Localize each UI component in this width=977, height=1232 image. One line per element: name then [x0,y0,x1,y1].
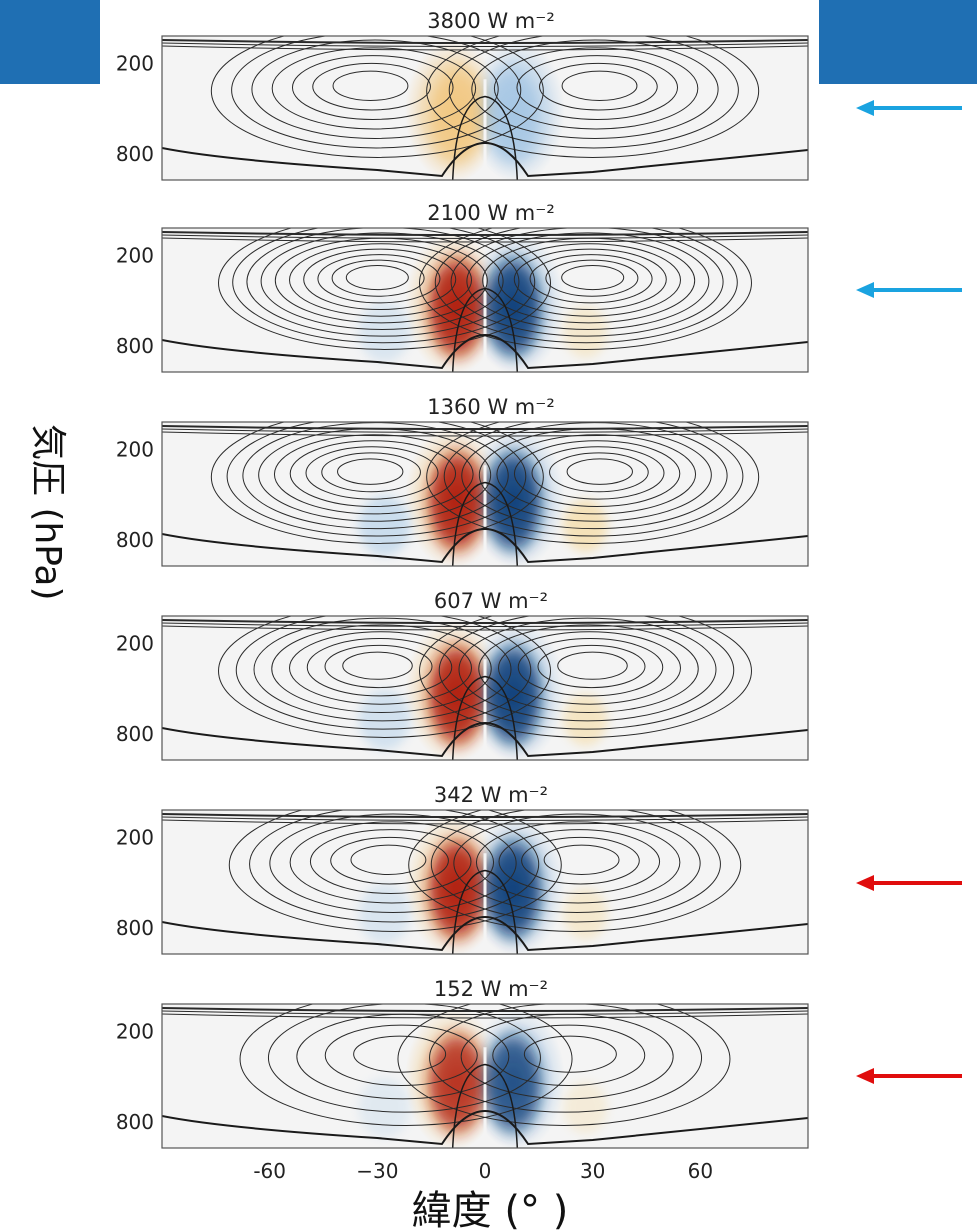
arrow-red [856,1068,962,1084]
panel-1: 2100 W m⁻² 200 800 [116,201,808,375]
y-axis-label: 気圧 (hPa) [27,424,68,601]
panel-4: 342 W m⁻² 200 800 [116,783,808,957]
panel-title: 607 W m⁻² [434,589,548,613]
x-tick-label: −30 [356,1159,398,1183]
panel-title: 152 W m⁻² [434,977,548,1001]
panel-title: 342 W m⁻² [434,783,548,807]
y-tick-label: 800 [116,142,154,166]
cool-cell-mark [479,58,547,173]
arrow-red [856,875,962,891]
x-axis-label: 緯度 (° ) [412,1188,569,1232]
panel-0: 3800 W m⁻² 200 800 [116,9,808,183]
panel-group: 3800 W m⁻²2008002100 W m⁻²2008001360 W m… [116,9,808,1183]
panel-title: 1360 W m⁻² [427,395,555,419]
y-tick-label: 800 [116,1110,154,1134]
y-tick-label: 200 [116,243,154,267]
outer-cool-cell-mark [359,302,411,362]
outer-cool-cell-mark [359,690,411,750]
panel-title: 3800 W m⁻² [427,9,555,33]
arrow-blue [856,282,962,298]
y-tick-label: 800 [116,528,154,552]
y-axis-label-wrapper: 気圧 (hPa) [18,420,78,660]
x-tick-label: 0 [479,1159,492,1183]
panel-3: 607 W m⁻² 200 800 [116,589,808,763]
panel-title: 2100 W m⁻² [427,201,555,225]
cool-cell-mark [479,638,547,753]
panel-2: 1360 W m⁻² 200 800 [116,395,808,569]
y-tick-label: 200 [116,1019,154,1043]
arrow-blue [856,100,962,116]
y-tick-label: 800 [116,334,154,358]
cool-cell-mark [479,444,547,559]
y-tick-label: 200 [116,825,154,849]
outer-cool-cell-mark [359,1078,411,1138]
y-tick-label: 200 [116,51,154,75]
x-tick-label: -60 [253,1159,286,1183]
y-tick-label: 800 [116,722,154,746]
x-tick-label: 30 [580,1159,605,1183]
cool-cell-mark [479,250,547,365]
y-tick-label: 200 [116,437,154,461]
x-tick-label: 60 [688,1159,713,1183]
y-tick-label: 200 [116,631,154,655]
arrow-group [856,100,962,1084]
y-tick-label: 800 [116,916,154,940]
panel-5: 152 W m⁻² 200 800 [116,977,808,1151]
